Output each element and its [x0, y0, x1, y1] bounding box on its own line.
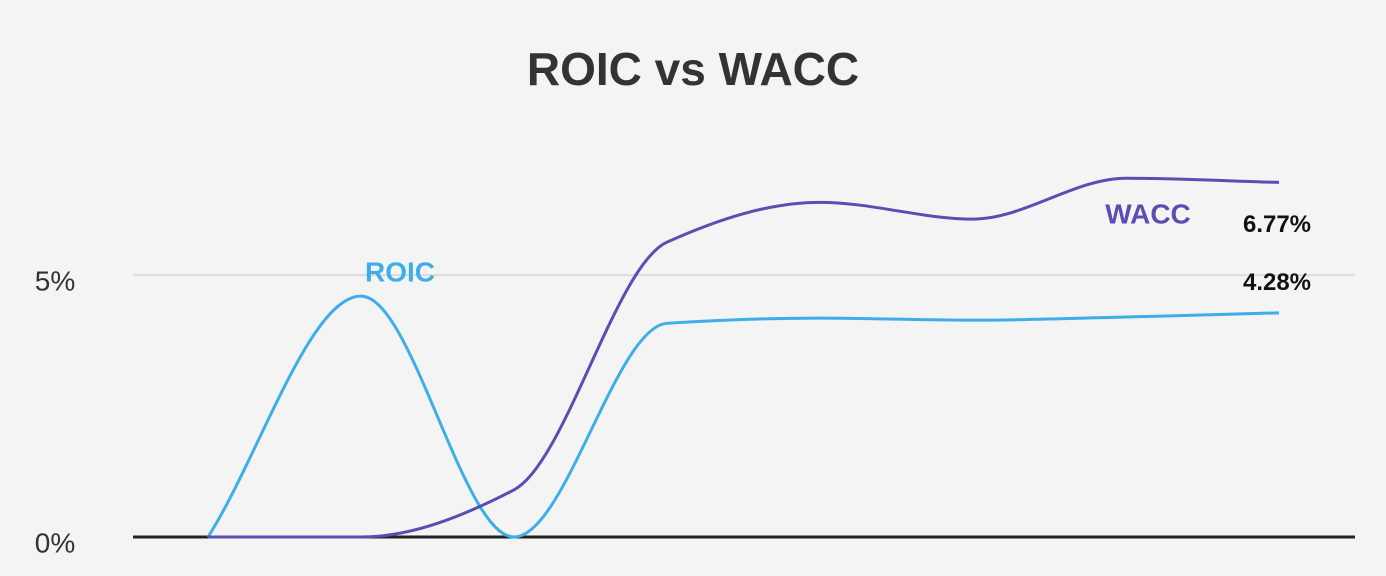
chart-title: ROIC vs WACC — [527, 43, 859, 95]
line-series — [208, 176, 1280, 539]
y-tick-label: 0% — [35, 527, 75, 558]
value-label: 6.77% — [1243, 211, 1311, 238]
line-series — [206, 294, 1280, 539]
series-label: WACC — [1105, 198, 1191, 229]
value-label: 4.28% — [1243, 269, 1311, 296]
y-tick-label: 5% — [35, 266, 75, 297]
series-label: ROIC — [365, 256, 435, 287]
